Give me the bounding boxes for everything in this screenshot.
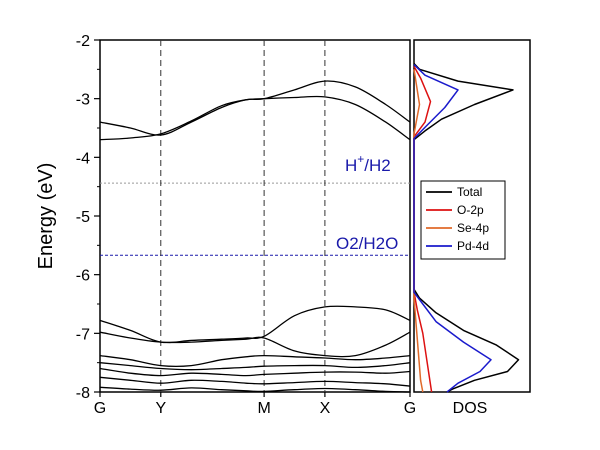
y-tick-label: -3 — [76, 92, 90, 109]
band-structure-panel: -2 -3 -4 -5 -6 -7 -8 G Y M X G H+/H2 O2/H2O Energy… — [35, 33, 416, 417]
legend-label-o-2p: O-2p — [457, 203, 484, 217]
legend-label-pd-4d: Pd-4d — [457, 239, 489, 253]
k-point-label: X — [320, 400, 331, 417]
band-4-line — [99, 331, 411, 358]
y-tick-label: -8 — [76, 385, 90, 402]
band-plot-frame — [99, 39, 411, 393]
dos-x-label: DOS — [453, 400, 488, 417]
y-tick-label: -2 — [76, 33, 90, 50]
legend-label-se-4p: Se-4p — [457, 221, 489, 235]
ref-label-o2-h2o: O2/H2O — [336, 234, 398, 253]
dos-panel: Total O-2p Se-4p Pd-4d DOS — [413, 39, 531, 417]
band-9-line — [99, 386, 411, 393]
y-tick-label: -7 — [76, 326, 90, 343]
y-tick-label: -5 — [76, 209, 90, 226]
y-tick-label: -4 — [76, 150, 90, 167]
dos-se-4p-line — [413, 69, 424, 393]
legend-label-total: Total — [457, 185, 482, 199]
band-8-line — [99, 376, 411, 387]
k-point-label: G — [94, 400, 106, 417]
band-5-line — [99, 354, 411, 367]
band-6-line — [99, 362, 411, 371]
k-point-label: G — [404, 400, 416, 417]
k-point-label: M — [257, 400, 270, 417]
y-tick-label: -6 — [76, 268, 90, 285]
ref-label-h-plus-h2: H+/H2 — [345, 152, 391, 175]
band-7-line — [99, 367, 411, 377]
k-point-label: Y — [155, 400, 166, 417]
band-2-line — [99, 95, 411, 141]
y-axis-title: Energy (eV) — [35, 163, 57, 270]
dos-legend: Total O-2p Se-4p Pd-4d — [420, 180, 506, 260]
dos-pd-4d-line — [413, 64, 492, 393]
dos-total-line — [413, 62, 520, 393]
